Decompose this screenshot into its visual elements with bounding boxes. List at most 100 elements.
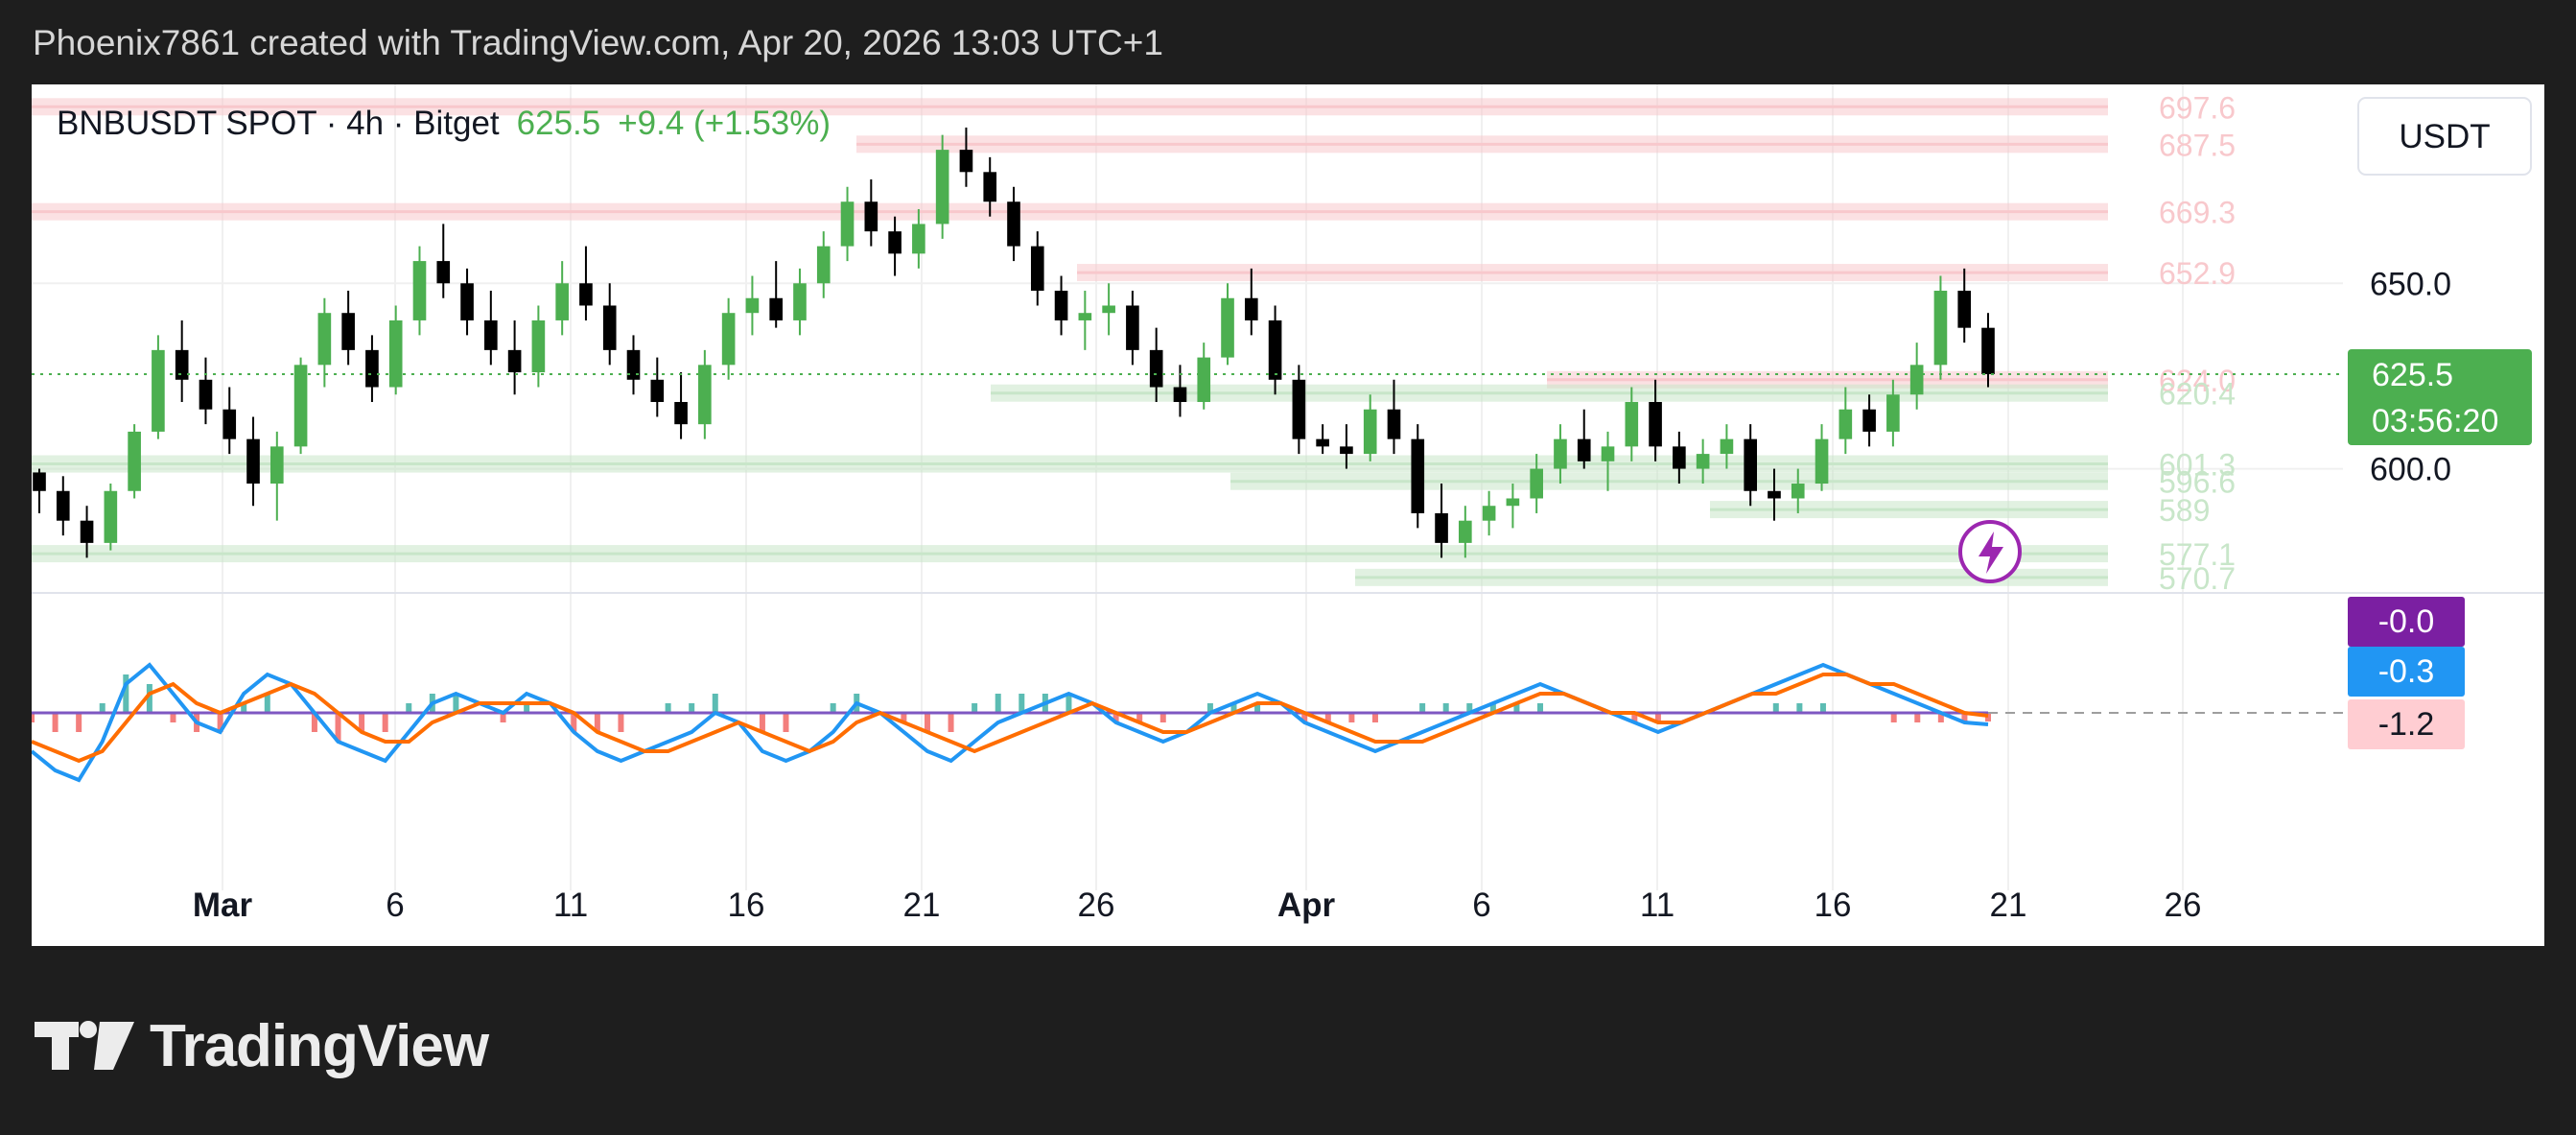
candle [341,291,355,366]
axes: Mar 6 11 16 21 26 Apr 6 11 16 21 26 650.0 600.0 [193,266,2451,924]
macd-histogram-bar [76,713,82,732]
candle [317,297,332,388]
candle-body [626,349,641,380]
chart-panel[interactable]: 697.6 687.5 669.3 652.9 624.0 620.4 601.3 596.6… [32,84,2544,946]
candle [1838,387,1853,455]
candle-body [1768,490,1781,499]
candle [1673,431,1686,485]
macd-histogram-bar [1230,703,1237,713]
candle [152,335,165,439]
candle [388,305,403,395]
candle [1482,490,1496,536]
candle [80,506,94,558]
candle [1506,484,1520,529]
candle-body [104,490,118,543]
candle [864,179,878,247]
candle [1886,379,1900,447]
last-price-value: 625.5 [2372,357,2453,393]
macd-histogram-bar [1136,713,1143,722]
candle-body [269,446,284,485]
candle-body [1601,446,1615,461]
tradingview-logo: TradingView [35,1007,489,1084]
macd-histogram-bar [1371,713,1378,722]
level-label: 577.1 [2159,537,2236,572]
candle [1530,454,1543,513]
candle [128,424,141,499]
macd-histogram-bar [1442,703,1449,713]
macd-histogram-bar [1961,713,1968,722]
candle-body [1554,438,1567,469]
chart-legend: BNBUSDT SPOT · 4h · Bitget 625.5 +9.4 (+1.… [57,105,831,142]
candle-body [33,472,46,491]
candle-body [1459,520,1472,543]
candle-body [1292,379,1306,439]
candle-body [1102,305,1115,314]
candle-body [412,261,427,320]
candle-body [1862,409,1876,432]
chart-attribution: Phoenix7861 created with TradingView.com… [33,23,1163,62]
macd-histogram-bar [453,694,459,713]
candle [1363,394,1377,461]
macd-histogram-bar [123,674,129,713]
level-label: 589 [2159,493,2210,528]
candle [436,224,451,298]
candle [1054,275,1068,336]
x-tick-label: Mar [193,887,253,924]
candle [1744,424,1758,507]
macd-histogram-bar [170,713,176,722]
candle-body [1482,506,1496,521]
candle [175,319,189,402]
candle-body [698,365,712,425]
candle-body [1078,313,1092,320]
candle [1268,305,1282,395]
candle-body [1625,401,1639,447]
candle-body [1411,438,1425,513]
candle [769,261,784,328]
candle [1720,424,1734,469]
candle-body [721,313,736,366]
candle-body [484,319,498,350]
macd-histogram-bar [783,713,789,732]
x-tick-label: 11 [553,887,588,924]
candle-body [152,349,165,432]
lightning-icon[interactable] [1958,520,2022,583]
currency-button[interactable]: USDT [2357,97,2532,176]
level-label: 624.0 [2159,364,2236,398]
candle-body [531,319,546,373]
macd-histogram-bar [1206,703,1213,713]
candle-body [1981,327,1995,374]
candle-body [1838,409,1853,439]
candle-body [579,283,593,306]
candle [579,246,593,320]
candle-body [199,379,213,410]
macd-histogram-bar [594,713,600,732]
candle [1601,431,1615,491]
candle-body [555,283,569,320]
candle-body [1387,409,1401,439]
candle [1435,484,1448,558]
macd-histogram-bar [1301,713,1308,722]
macd-value-badge [2348,597,2465,647]
macd-histogram-bar [995,694,1001,713]
macd-value-label: -0.0 [2378,603,2435,640]
candle [222,387,237,455]
candle [1292,365,1306,455]
candle [721,297,736,380]
candle-body [959,150,973,173]
lightning-icon-bolt [1979,532,2003,574]
candle-body [1506,498,1520,507]
candle-body [1720,438,1734,455]
candle-body [1221,297,1234,358]
candle-body [1957,291,1972,328]
candle [840,186,855,262]
candle-body [1244,297,1258,320]
candle [1221,283,1234,366]
candle-body [1909,365,1924,395]
candle [698,349,712,439]
candle-body [460,283,474,320]
candle [269,431,284,521]
macd-histogram-bar [382,713,388,732]
macd-value-label: -1.2 [2378,706,2435,743]
candle-body [769,297,784,320]
